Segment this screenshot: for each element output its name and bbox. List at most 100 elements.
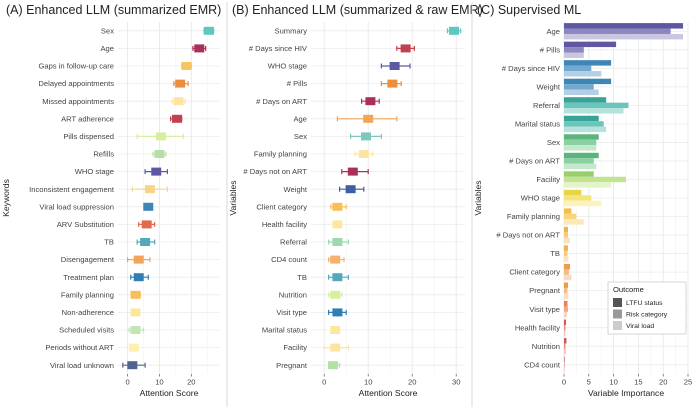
panel-b: (B) Enhanced LLM (summarized & raw EMR) S… [228, 3, 483, 398]
category-label: Family planning [254, 150, 307, 159]
bar-viral-load [564, 33, 684, 40]
category-label: ART adherence [61, 114, 114, 123]
bar-risk-category [564, 250, 568, 257]
category-label: Facility [536, 175, 560, 184]
point-marker [133, 273, 144, 282]
point-marker [194, 44, 205, 53]
x-tick-label: 30 [452, 378, 460, 387]
y-axis-title: Variables [228, 180, 238, 215]
category-label: # Days since HIV [502, 64, 561, 73]
bar-ltfu-status [564, 208, 572, 214]
bar-viral-load [564, 145, 597, 151]
category-label: Age [293, 114, 307, 123]
bar-viral-load [564, 367, 565, 373]
bar-risk-category [564, 176, 626, 183]
category-label: WHO stage [75, 167, 114, 176]
x-axis-title: Variable Importance [588, 388, 664, 398]
category-label: Sex [294, 132, 307, 141]
point-marker [127, 361, 138, 370]
x-tick-label: 15 [634, 378, 642, 387]
category-label: Nutrition [279, 290, 307, 299]
category-label: WHO stage [268, 62, 307, 71]
x-tick-label: 20 [659, 378, 667, 387]
bar-viral-load [564, 71, 602, 77]
category-label: Marital status [515, 119, 560, 128]
bar-risk-category [564, 269, 569, 275]
bar-ltfu-status [564, 23, 684, 29]
category-label: Refills [93, 150, 114, 159]
panel-c: (C) Supervised ML Age # Pills # Days since … [473, 3, 692, 398]
category-label: Pregnant [276, 361, 308, 370]
point-marker [203, 26, 214, 35]
y-axis-title: Keywords [1, 179, 11, 217]
point-marker [387, 79, 398, 88]
point-marker [175, 79, 186, 88]
category-label: Weight [284, 185, 308, 194]
point-marker [171, 114, 182, 123]
bar-risk-category [564, 65, 592, 72]
category-label: # Pills [540, 45, 560, 54]
bar-risk-category [564, 213, 577, 220]
category-label: # Pills [287, 79, 307, 88]
bar-viral-load [564, 200, 602, 207]
category-label: Pregnant [529, 286, 561, 295]
point-marker [363, 114, 374, 123]
bar-ltfu-status [564, 263, 570, 270]
point-marker [330, 255, 341, 264]
bar-ltfu-status [564, 152, 599, 159]
bar-ltfu-status [564, 226, 568, 233]
bar-risk-category [564, 121, 604, 127]
category-label: Periods without ART [45, 343, 114, 352]
bar-viral-load [564, 126, 607, 133]
point-marker [330, 343, 341, 352]
category-label: Sex [547, 138, 560, 147]
bar-viral-load [564, 108, 624, 114]
point-marker [140, 238, 151, 246]
point-marker [130, 308, 141, 317]
point-marker [130, 290, 141, 299]
category-label: ARV Substitution [57, 220, 114, 229]
category-label: CD4 count [524, 360, 561, 369]
legend-swatch [613, 309, 622, 319]
legend-label: Risk category [626, 312, 668, 319]
bar-viral-load [564, 256, 569, 262]
x-tick-label: 10 [364, 378, 372, 387]
bar-ltfu-status [564, 356, 565, 363]
bar-viral-load [564, 219, 584, 225]
point-marker [330, 290, 341, 299]
panel-title: (C) Supervised ML [477, 3, 581, 17]
category-label: Viral load suppression [39, 202, 114, 211]
point-marker [130, 326, 141, 334]
category-label: Nutrition [532, 342, 560, 351]
category-label: Marital status [262, 326, 307, 335]
point-marker [361, 132, 371, 141]
bar-risk-category [564, 324, 566, 331]
point-marker [181, 62, 192, 70]
point-marker [173, 97, 184, 106]
bar-risk-category [564, 362, 565, 368]
bar-viral-load [564, 89, 599, 95]
point-marker [332, 308, 343, 317]
bar-ltfu-status [564, 60, 612, 66]
point-marker [449, 26, 459, 35]
bar-viral-load [564, 182, 612, 188]
point-marker [332, 238, 343, 246]
point-marker [328, 361, 338, 370]
bar-ltfu-status [564, 301, 568, 307]
category-label: Age [100, 44, 114, 53]
category-label: Visit type [529, 305, 560, 314]
point-marker [332, 273, 343, 282]
point-marker [332, 202, 343, 211]
bar-viral-load [564, 237, 570, 244]
category-label: Pills dispensed [63, 132, 114, 141]
category-label: Client category [509, 268, 560, 277]
category-label: Inconsistent engagement [29, 185, 115, 194]
bar-risk-category [564, 306, 568, 312]
legend: Outcome LTFU status Risk category Viral loa… [607, 281, 687, 335]
category-label: Disengagement [61, 255, 115, 264]
category-label: # Days on ART [256, 97, 307, 106]
category-label: Scheduled visits [59, 326, 114, 335]
bar-risk-category [564, 287, 568, 294]
bar-ltfu-status [564, 78, 612, 85]
